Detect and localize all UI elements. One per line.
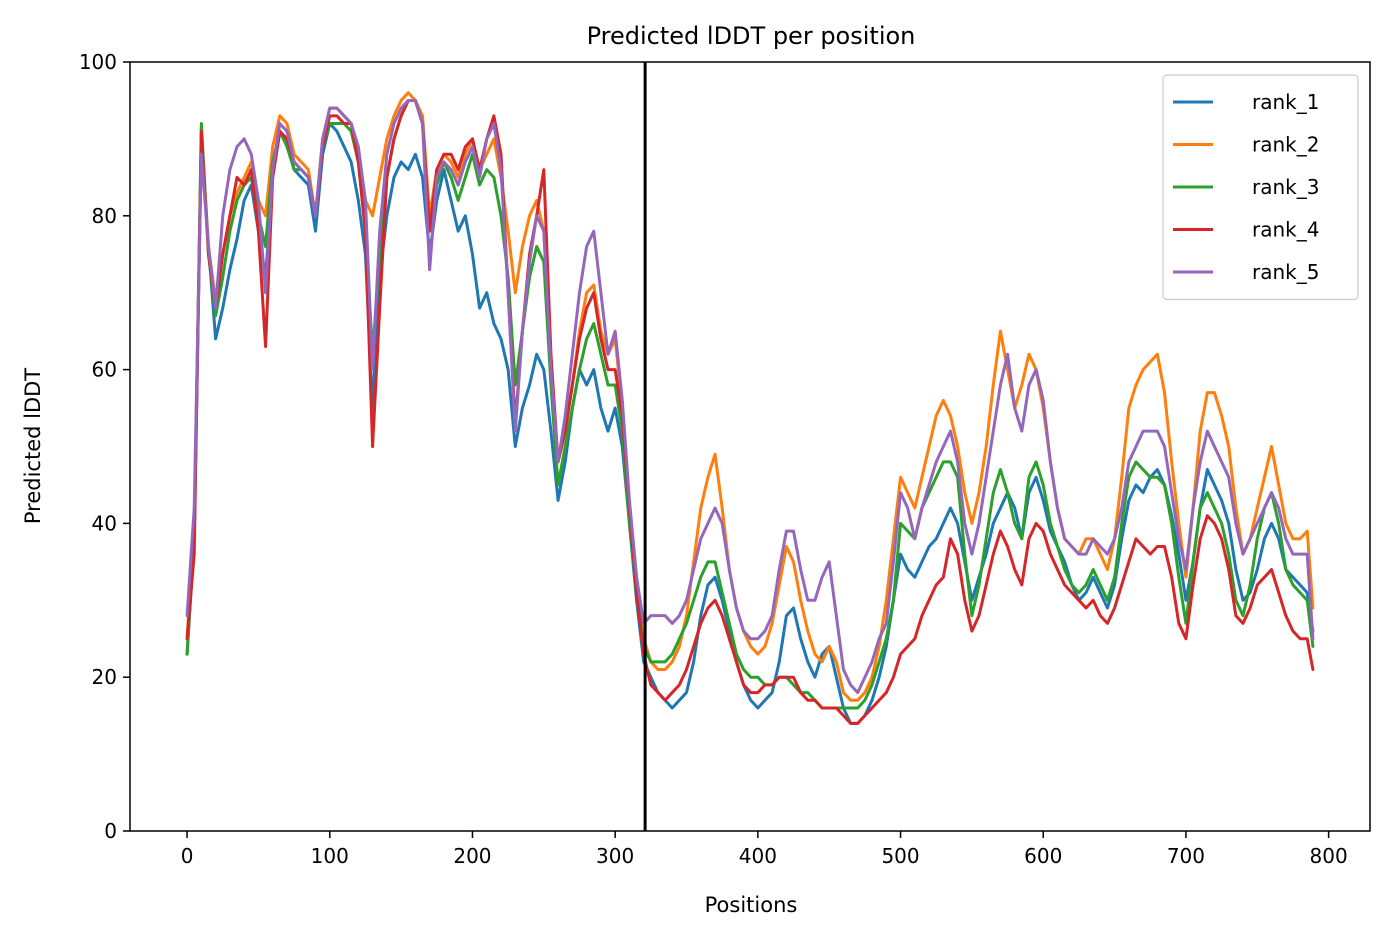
legend-label-rank-5: rank_5	[1252, 260, 1319, 284]
x-tick-label: 700	[1167, 844, 1205, 868]
x-tick-label: 200	[453, 844, 491, 868]
legend-box	[1162, 74, 1359, 301]
x-tick-label: 600	[1024, 844, 1062, 868]
legend-label-rank-4: rank_4	[1252, 218, 1319, 242]
x-tick-label: 400	[739, 844, 777, 868]
x-tick-label: 0	[181, 844, 194, 868]
y-tick-label: 80	[92, 204, 117, 228]
x-tick-label: 300	[596, 844, 634, 868]
legend-label-rank-1: rank_1	[1252, 90, 1319, 114]
x-tick-label: 500	[881, 844, 919, 868]
legend-label-rank-3: rank_3	[1252, 175, 1319, 199]
y-tick-label: 100	[79, 50, 117, 74]
legend: rank_1 rank_2 rank_3 rank_4 rank_5	[1162, 74, 1359, 301]
chart-title: Predicted lDDT per position	[587, 22, 916, 50]
x-axis-label: Positions	[705, 893, 798, 917]
series-line-rank-2	[185, 91, 1315, 702]
y-axis-label: Predicted lDDT	[21, 368, 45, 524]
series-line-rank-5	[185, 98, 1315, 695]
x-axis: 0 100 200 300 400 500 600 700 800	[181, 831, 1348, 868]
series-line-rank-4	[185, 98, 1315, 725]
y-axis: 0 20 40 60 80 100	[79, 50, 130, 843]
x-tick-label: 800	[1310, 844, 1348, 868]
y-tick-label: 0	[104, 819, 117, 843]
series-layer	[185, 91, 1315, 725]
legend-label-rank-2: rank_2	[1252, 133, 1319, 157]
y-tick-label: 20	[92, 665, 117, 689]
series-line-rank-1	[185, 122, 1315, 725]
y-tick-label: 60	[92, 358, 117, 382]
plot-frame	[129, 61, 1371, 832]
x-tick-label: 100	[311, 844, 349, 868]
y-tick-label: 40	[92, 511, 117, 535]
